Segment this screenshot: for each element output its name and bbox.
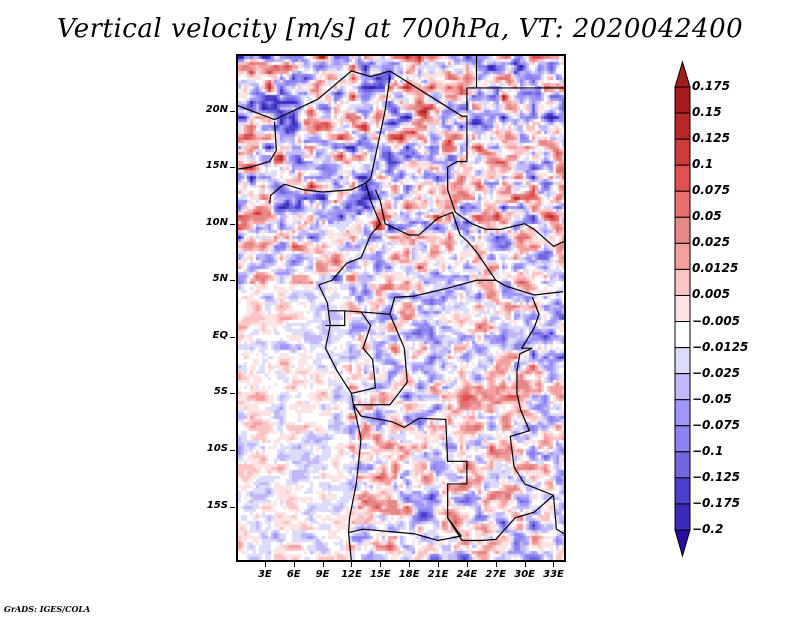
lon-tick-mark	[322, 562, 324, 567]
colorbar-bottom-arrow	[674, 529, 691, 558]
colorbar-level-label: −0.025	[692, 365, 741, 380]
colorbar-swatch	[674, 86, 691, 114]
colorbar-level-label: −0.175	[692, 495, 741, 510]
lat-tick-mark	[230, 110, 235, 112]
lat-tick-label: 5S	[213, 386, 228, 398]
colorbar-swatch	[674, 294, 691, 323]
colorbar-swatch	[674, 164, 691, 192]
colorbar-swatch	[674, 451, 691, 479]
lon-tick-mark	[524, 562, 526, 567]
colorbar-level-label: −0.1	[692, 443, 724, 458]
colorbar-level-label: 0.05	[692, 209, 722, 224]
lat-tick-label: 20N	[205, 103, 228, 115]
border-line	[509, 347, 564, 535]
colorbar-level-label: −0.0125	[692, 339, 749, 354]
colorbar-swatch	[674, 321, 691, 349]
border-line	[447, 494, 554, 542]
lat-tick-label: EQ	[212, 329, 228, 341]
colorbar	[674, 60, 691, 558]
border-line	[520, 297, 540, 349]
colorbar-swatch	[674, 347, 691, 375]
lat-tick-label: 10N	[205, 216, 228, 228]
border-line	[353, 313, 408, 406]
colorbar-level-label: 0.1	[692, 157, 714, 172]
lon-tick-mark	[553, 562, 555, 567]
lon-tick-mark	[438, 562, 440, 567]
colorbar-swatch	[674, 190, 691, 218]
lon-tick-label: 3E	[257, 569, 272, 580]
colorbar-top-arrow	[674, 60, 691, 88]
lat-tick-mark	[230, 449, 235, 451]
border-line	[325, 310, 346, 327]
border-line	[238, 70, 468, 162]
colorbar-swatch	[674, 216, 691, 244]
vertical-velocity-field	[238, 56, 564, 560]
lon-tick-label: 15E	[369, 569, 391, 580]
lon-tick-mark	[495, 562, 497, 567]
map-panel	[236, 54, 566, 562]
colorbar-swatch	[674, 399, 691, 427]
border-line	[466, 87, 564, 111]
colorbar-level-label: 0.005	[692, 287, 730, 302]
lon-tick-label: 33E	[543, 569, 564, 580]
grads-credit: GrADS: IGES/COLA	[4, 604, 91, 614]
country-borders	[238, 56, 564, 560]
colorbar-swatch	[674, 268, 691, 296]
border-line	[348, 404, 468, 542]
lon-tick-label: 18E	[398, 569, 420, 580]
lon-tick-label: 30E	[514, 569, 535, 580]
lat-tick-mark	[230, 336, 235, 338]
lat-tick-label: 10S	[206, 442, 228, 454]
colorbar-level-label: 0.15	[692, 105, 722, 120]
lon-tick-label: 12E	[341, 569, 362, 580]
colorbar-swatch	[674, 138, 691, 166]
lon-tick-label: 21E	[427, 569, 449, 580]
colorbar-swatch	[674, 477, 691, 505]
colorbar-level-label: −0.05	[692, 391, 732, 406]
colorbar-level-label: 0.0125	[692, 261, 739, 276]
colorbar-level-label: 0.125	[692, 131, 730, 146]
lat-tick-label: 15S	[206, 499, 228, 511]
lon-tick-label: 27E	[485, 569, 507, 580]
border-line	[328, 279, 496, 315]
colorbar-level-label: −0.2	[692, 522, 724, 536]
lon-tick-mark	[293, 562, 295, 567]
colorbar-swatch	[674, 373, 691, 401]
border-line	[318, 182, 382, 286]
colorbar-level-label: −0.125	[692, 469, 741, 484]
lat-tick-mark	[230, 506, 235, 508]
lat-tick-mark	[230, 223, 235, 225]
border-line	[374, 189, 564, 296]
lon-tick-mark	[380, 562, 382, 567]
border-line	[351, 311, 377, 395]
colorbar-swatch	[674, 425, 691, 453]
colorbar-level-label: 0.175	[692, 79, 730, 93]
lon-tick-label: 24E	[456, 569, 478, 580]
colorbar-swatch	[674, 112, 691, 140]
lon-tick-mark	[264, 562, 266, 567]
lat-tick-mark	[230, 167, 235, 169]
colorbar-swatch	[674, 503, 691, 531]
border-line	[238, 121, 278, 170]
border-line	[269, 76, 391, 204]
colorbar-swatch	[674, 242, 691, 270]
colorbar-level-label: −0.005	[692, 313, 741, 328]
lon-tick-mark	[351, 562, 353, 567]
lat-tick-label: 15N	[205, 160, 228, 172]
lon-tick-label: 6E	[286, 569, 301, 580]
lat-tick-mark	[230, 280, 235, 282]
lon-tick-mark	[409, 562, 411, 567]
colorbar-level-label: 0.025	[692, 235, 730, 250]
lon-tick-mark	[466, 562, 468, 567]
colorbar-level-label: 0.075	[692, 183, 730, 198]
lon-tick-label: 9E	[315, 569, 330, 580]
colorbar-level-label: −0.075	[692, 417, 741, 432]
border-line	[318, 284, 362, 560]
lat-tick-label: 5N	[212, 273, 228, 285]
lat-tick-mark	[230, 393, 235, 395]
border-line	[447, 189, 564, 248]
border-line	[447, 160, 467, 190]
plot-title: Vertical velocity [m/s] at 700hPa, VT: 2…	[56, 14, 744, 44]
